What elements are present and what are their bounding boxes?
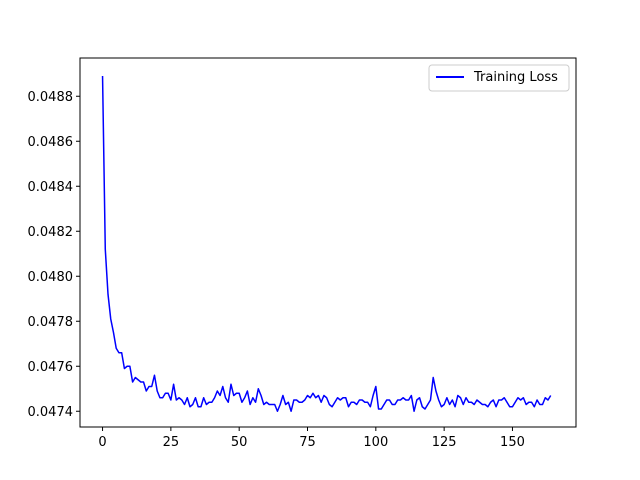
series-line-training-loss: [101, 75, 552, 412]
legend-label-training-loss: Training Loss: [473, 70, 558, 85]
x-tick-label: 75: [299, 435, 316, 450]
y-tick-label: 0.0484: [28, 180, 74, 195]
axes-frame: [79, 57, 577, 428]
y-tick-label: 0.0486: [28, 135, 74, 150]
y-tick-label: 0.0488: [28, 90, 74, 105]
y-tick-label: 0.0474: [28, 405, 74, 420]
series-layer: [101, 75, 552, 412]
legend-box: [428, 64, 570, 92]
x-axis: 0 25 50 75 100 125 150: [98, 427, 525, 450]
y-tick-label: 0.0482: [28, 225, 74, 240]
x-tick-label: 50: [231, 435, 248, 450]
plot-area: [79, 57, 577, 428]
y-tick-label: 0.0476: [28, 360, 74, 375]
y-tick-label: 0.0480: [28, 270, 74, 285]
x-tick-label: 100: [363, 435, 388, 450]
y-tick-label: 0.0478: [28, 315, 74, 330]
legend: Training Loss: [428, 64, 570, 92]
x-tick-label: 0: [98, 435, 106, 450]
x-tick-label: 150: [500, 435, 525, 450]
x-tick-label: 125: [432, 435, 457, 450]
x-tick-label: 25: [163, 435, 180, 450]
y-axis: 0.0474 0.0476 0.0478 0.0480 0.0482 0.0484 0.04…: [28, 90, 80, 420]
